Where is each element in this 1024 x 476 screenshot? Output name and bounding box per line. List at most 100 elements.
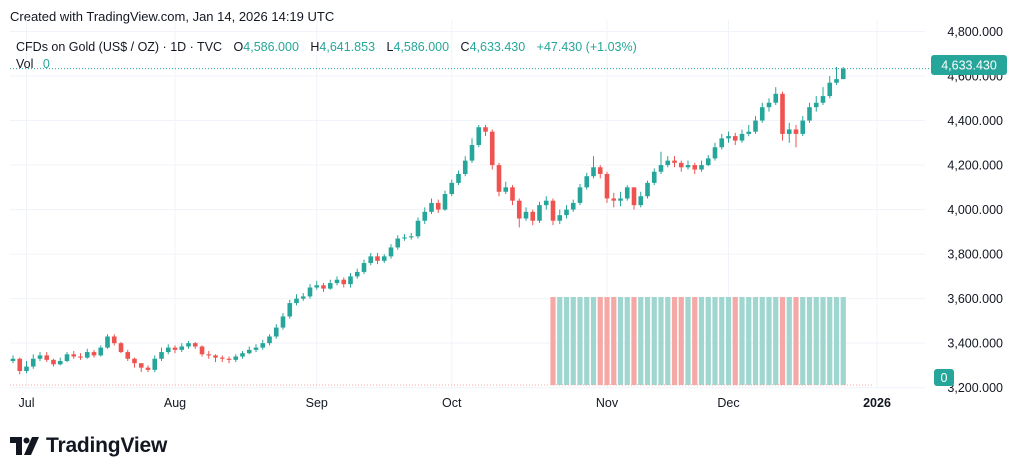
candle-body [753,120,758,132]
candle-body [64,354,70,361]
candle-body [327,283,333,289]
svg-text:CFDs on Gold (US$ / OZ) · 1D ·: CFDs on Gold (US$ / OZ) · 1D · TVC O4,58… [16,40,637,54]
candle-body [192,343,198,347]
candle-body [375,256,380,261]
candle-body [638,196,644,206]
volume-bar [719,297,725,385]
candle-body [746,131,752,134]
close-value: 4,633.430 [470,40,526,54]
y-tick-label: 4,200.000 [947,159,1003,173]
volume-bar [584,297,590,385]
candle-body [408,236,414,238]
candle-body [773,93,779,103]
volume-bar [712,297,718,385]
volume-bar [563,297,570,385]
candle-body [483,127,488,132]
candle-body [152,358,158,370]
candle-body [165,347,171,353]
candle-body [456,173,461,183]
volume-bar [813,297,819,385]
candle-body [645,182,650,197]
volume-bar [651,297,657,385]
x-tick-label: Jul [19,396,35,410]
candle-body [132,358,137,364]
candle-body [699,165,704,170]
volume-bar [725,297,732,385]
volume-bar [827,297,833,385]
candle-body [591,167,596,177]
candle-body [253,347,259,350]
low-value: 4,586.000 [393,40,449,54]
candle-body [24,366,29,371]
candle-body [105,336,110,348]
x-tick-label: Dec [717,396,739,410]
candle-body [665,160,671,166]
current-price-tag: 4,633.430 [931,55,1007,75]
candle-body [280,316,286,328]
candle-body [550,200,556,221]
volume-bar [685,297,691,385]
candle-body [44,355,50,360]
volume-bar [631,297,637,385]
candle-body [800,120,806,134]
x-tick-label: 2026 [863,396,891,410]
price-axis[interactable]: 4,800.0004,600.0004,400.0004,200.0004,00… [947,25,1003,395]
candle-body [415,220,421,237]
candle-body [213,355,218,358]
candle-body [91,352,97,356]
volume-axis-tag: 0 [934,369,954,386]
candle-body [348,276,353,285]
volume-bar [570,297,576,385]
candle-body [813,102,819,108]
x-tick-label: Oct [442,396,462,410]
volume-bar [806,297,813,385]
candle-body [314,285,320,288]
volume-bar [617,297,624,385]
candle-body [435,202,441,210]
candle-body [496,165,502,192]
candle-body [206,354,212,356]
candle-body [84,352,90,358]
symbol-name: CFDs on Gold (US$ / OZ) · 1D · TVC [16,40,222,54]
x-tick-label: Nov [596,396,619,410]
candle-body [807,107,812,121]
volume-bar [746,297,752,385]
volume-bar [644,297,651,385]
candle-body [516,200,522,219]
candle-body [240,353,245,357]
candle-body [732,136,738,141]
high-value: 4,641.853 [319,40,375,54]
candle-body [145,367,151,370]
candle-body [597,167,603,174]
candle-body [584,176,590,188]
volume-bar [786,297,792,385]
volume-bar [793,297,799,385]
candle-body [611,198,617,201]
candle-body [368,256,374,264]
candle-body [78,356,83,358]
candle-body [476,127,482,146]
volume-bar [820,297,826,385]
change-value: +47.430 (+1.03%) [537,40,637,54]
candle-body [138,363,144,368]
volume-bar [705,297,711,385]
volume-label: Vol [16,57,33,71]
candle-body [267,336,272,344]
candle-body [118,343,124,353]
candle-body [557,215,563,221]
candle-body [10,358,16,361]
credit-line: Created with TradingView.com, Jan 14, 20… [10,9,335,24]
candle-body [199,346,205,355]
time-axis[interactable]: Jul Aug Sep Oct Nov Dec 2026 [19,396,891,410]
candle-body [226,358,232,360]
candle-body [834,79,839,83]
volume-bar [665,297,671,385]
candle-body [111,336,117,344]
y-tick-label: 4,800.000 [947,25,1003,39]
candle-body [705,158,711,166]
candle-body [604,173,610,199]
volume-bar [557,297,563,385]
volume-bar [732,297,738,385]
candle-body [685,165,691,168]
